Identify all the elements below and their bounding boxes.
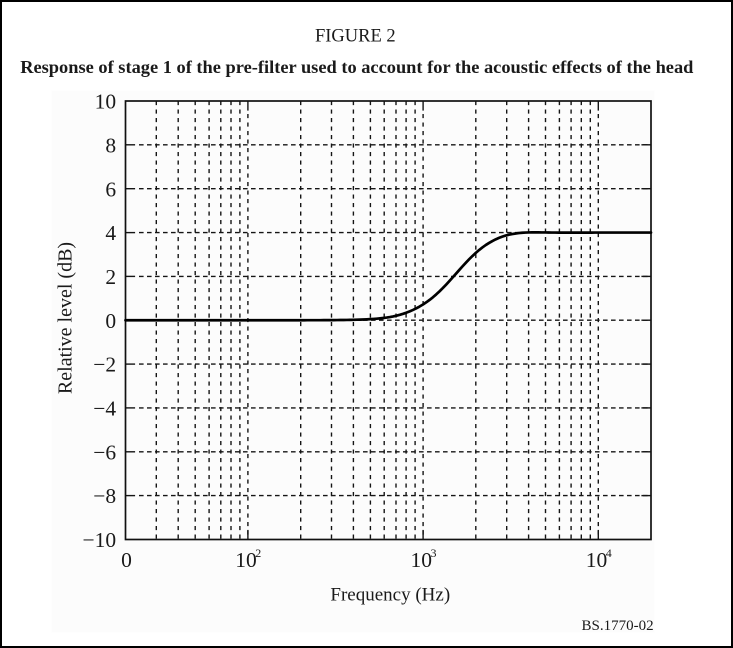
svg-text:10: 10: [95, 90, 117, 114]
svg-text:0: 0: [121, 548, 132, 572]
svg-text:−10: −10: [82, 528, 116, 552]
svg-text:Relative level (dB): Relative level (dB): [54, 242, 76, 394]
svg-text:Response of stage 1 of the pre: Response of stage 1 of the pre-filter us…: [20, 57, 694, 77]
svg-text:−2: −2: [93, 353, 116, 377]
svg-text:−8: −8: [93, 484, 116, 508]
svg-text:−6: −6: [93, 440, 116, 464]
svg-text:10: 10: [411, 548, 433, 572]
svg-text:10: 10: [586, 548, 608, 572]
svg-text:BS.1770-02: BS.1770-02: [582, 618, 654, 634]
svg-text:0: 0: [105, 309, 116, 333]
svg-text:4: 4: [105, 221, 116, 245]
svg-text:−4: −4: [93, 397, 116, 421]
svg-text:8: 8: [105, 133, 116, 157]
svg-text:4: 4: [606, 546, 612, 560]
svg-text:2: 2: [105, 265, 116, 289]
svg-text:10: 10: [235, 548, 256, 572]
svg-text:2: 2: [255, 546, 261, 560]
svg-text:Frequency (Hz): Frequency (Hz): [330, 584, 450, 605]
svg-text:6: 6: [105, 177, 116, 201]
svg-text:FIGURE 2: FIGURE 2: [315, 27, 396, 47]
svg-text:3: 3: [431, 546, 437, 560]
